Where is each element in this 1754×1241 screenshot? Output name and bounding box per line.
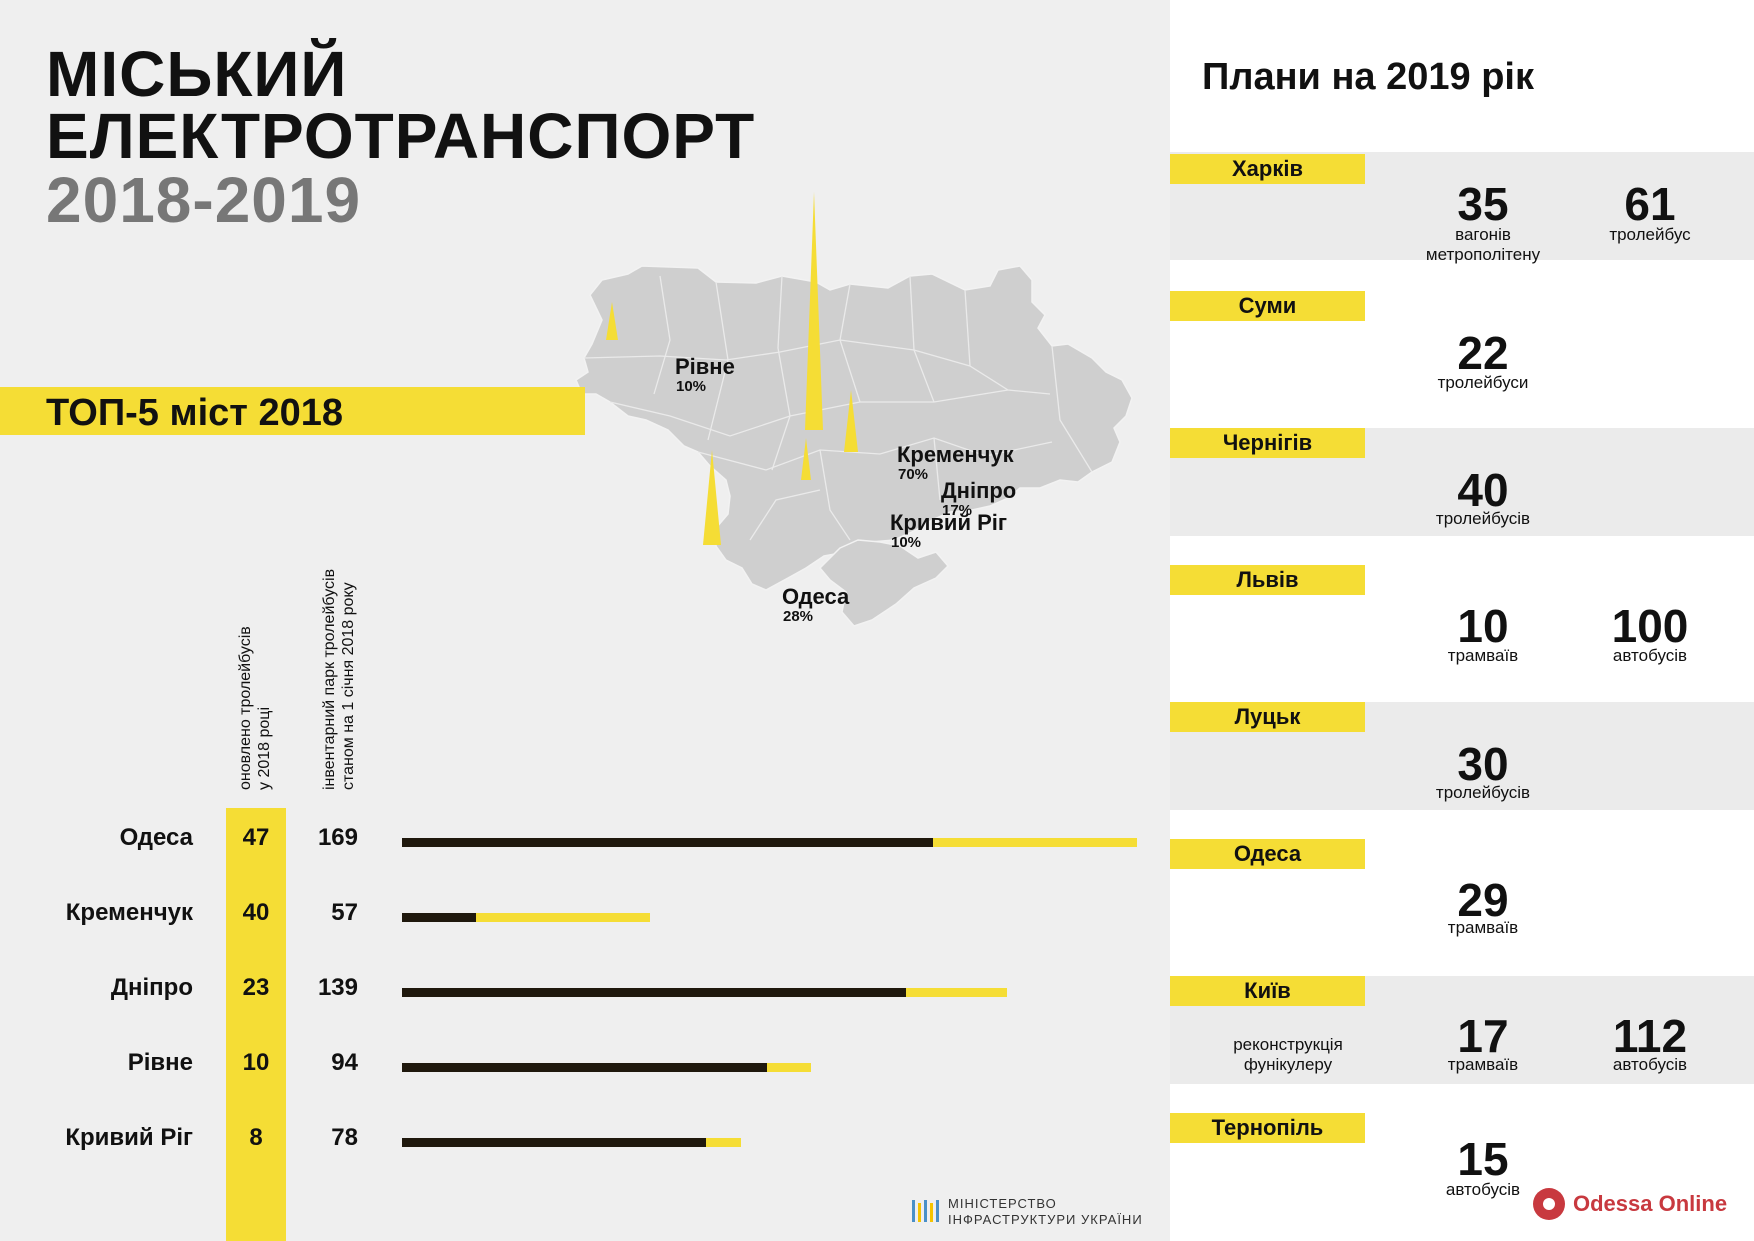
plan-number: 17 — [1457, 1010, 1509, 1062]
plan-city-ternopil: Тернопіль — [1170, 1113, 1365, 1143]
plan-note-line1: реконструкція — [1233, 1035, 1343, 1054]
top5-title: ТОП-5 міст 2018 — [46, 392, 343, 434]
ministry-name-line1: МІНІСТЕРСТВО — [948, 1196, 1057, 1211]
renewed-column-highlight — [226, 808, 286, 1241]
plan-label: тролейбусів — [1435, 509, 1531, 528]
top5-heading-bar — [0, 387, 585, 435]
map-pct-odesa: 28% — [783, 608, 813, 625]
plan-number: 112 — [1612, 1010, 1688, 1062]
plan-label: тролейбус — [1609, 225, 1691, 244]
plan-number: 40 — [1457, 464, 1509, 516]
left-panel — [0, 0, 1170, 1241]
row-inventory: 57 — [331, 899, 358, 926]
row-inventory: 94 — [331, 1049, 358, 1076]
title-years: 2018-2019 — [46, 164, 362, 236]
plan-note-line2: фунікулеру — [1243, 1055, 1333, 1074]
row-renewed: 10 — [242, 1049, 270, 1076]
crimea — [818, 539, 950, 627]
plan-city-odesa: Одеса — [1170, 839, 1365, 869]
plan-label: автобусів — [1445, 1180, 1521, 1199]
plan-city-kharkiv: Харків — [1170, 154, 1365, 184]
plan-city-lutsk: Луцьк — [1170, 702, 1365, 732]
map-spike-kremenchuk — [805, 192, 823, 430]
plan-city-kyiv: Київ — [1170, 976, 1365, 1006]
row-renewed: 23 — [242, 974, 270, 1001]
odessa-online-name: Odessa Online — [1573, 1191, 1728, 1216]
row-city: Кривий Ріг — [65, 1124, 193, 1151]
title-line2: ЕЛЕКТРОТРАНСПОРТ — [46, 100, 756, 172]
plan-number: 30 — [1457, 738, 1509, 790]
map-spike-odesa — [703, 450, 721, 545]
col-inventory-header: інвентарний парк тролейбусів станом на 1… — [320, 569, 358, 790]
plan-number: 15 — [1457, 1133, 1509, 1185]
col-inventory-line2: станом на 1 січня 2018 року — [340, 582, 357, 790]
col-renewed-line2: у 2018 році — [256, 707, 273, 790]
col-renewed-header: оновлено тролейбусів у 2018 році — [236, 626, 274, 790]
plan-number: 22 — [1457, 327, 1509, 379]
map-pct-kremenchuk: 70% — [898, 466, 928, 483]
plan-label: тролейбуси — [1437, 373, 1529, 392]
plan-label: метрополітену — [1425, 245, 1541, 264]
plan-label: трамваїв — [1447, 646, 1519, 665]
row-renewed: 47 — [242, 824, 270, 851]
map-label-kryvyi-rih: Кривий Ріг — [890, 510, 1007, 535]
map-spike-rivne — [606, 302, 618, 340]
bar-not-renewed — [402, 1138, 707, 1147]
col-inventory-line1: інвентарний парк тролейбусів — [321, 568, 338, 790]
ministry-name-line2: ІНФРАСТРУКТУРИ УКРАЇНИ — [948, 1212, 1143, 1227]
plan-label: вагонів — [1455, 225, 1511, 244]
ministry-logo-icon — [912, 1200, 939, 1222]
map-spike-dnipro — [844, 390, 858, 452]
plan-label: трамваїв — [1447, 1055, 1519, 1074]
row-city: Кременчук — [65, 899, 193, 926]
plan-number: 61 — [1624, 178, 1676, 230]
row-inventory: 78 — [331, 1124, 358, 1151]
plan-city-lviv: Львів — [1170, 565, 1365, 595]
plan-label: автобусів — [1612, 646, 1688, 665]
title-line1: МІСЬКИЙ — [46, 38, 348, 110]
bar-not-renewed — [402, 1063, 768, 1072]
plan-number: 29 — [1457, 874, 1509, 926]
plan-number: 100 — [1611, 600, 1689, 652]
plans-title: Плани на 2019 рік — [1202, 56, 1534, 98]
ukraine-map: Рівне 10% Кременчук 70% Дніпро 17% Криви… — [575, 192, 1133, 627]
row-inventory: 139 — [317, 974, 358, 1001]
map-spike-kryvyi-rih — [801, 438, 811, 480]
col-renewed-line1: оновлено тролейбусів — [237, 626, 254, 790]
row-city: Одеса — [119, 824, 193, 851]
odessa-online-logo-icon — [1533, 1188, 1565, 1220]
plan-label: трамваїв — [1447, 918, 1519, 937]
row-inventory: 169 — [317, 824, 358, 851]
plan-number: 35 — [1457, 178, 1509, 230]
row-city: Рівне — [127, 1049, 193, 1076]
plan-city-sumy: Суми — [1170, 291, 1365, 321]
bar-not-renewed — [402, 913, 476, 922]
plan-label: тролейбусів — [1435, 783, 1531, 802]
map-pct-rivne: 10% — [676, 378, 706, 395]
map-label-dnipro: Дніпро — [941, 478, 1016, 503]
plan-number: 10 — [1457, 600, 1509, 652]
row-renewed: 8 — [249, 1124, 263, 1151]
bar-not-renewed — [402, 988, 907, 997]
map-label-odesa: Одеса — [782, 584, 850, 609]
bar-not-renewed — [402, 838, 933, 847]
map-label-kremenchuk: Кременчук — [897, 442, 1015, 467]
map-pct-kryvyi-rih: 10% — [891, 534, 921, 551]
bar-inventory — [402, 913, 650, 922]
map-label-rivne: Рівне — [675, 354, 735, 379]
map-pct-dnipro: 17% — [942, 502, 972, 519]
row-city: Дніпро — [110, 974, 193, 1001]
plan-label: автобусів — [1612, 1055, 1688, 1074]
plan-city-chernihiv: Чернігів — [1170, 428, 1365, 458]
row-renewed: 40 — [242, 899, 270, 926]
